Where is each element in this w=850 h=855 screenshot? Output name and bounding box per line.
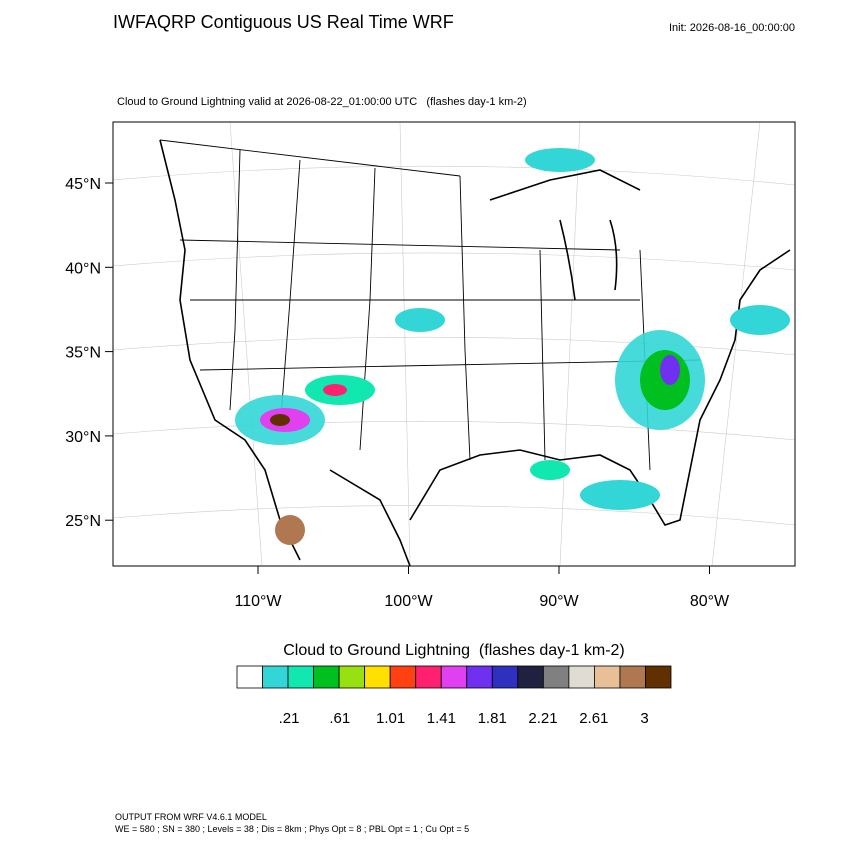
colorbar-box bbox=[466, 665, 493, 689]
lon-labels: 110°W 100°W 90°W 80°W bbox=[234, 566, 730, 610]
lon-label: 90°W bbox=[539, 593, 579, 610]
colorbar-title: Cloud to Ground Lightning (flashes day-1… bbox=[283, 642, 625, 659]
colorbar-label: 1.41 bbox=[427, 710, 456, 727]
lat-label: 35°N bbox=[65, 345, 101, 362]
init-time: Init: 2026-08-16_00:00:00 bbox=[669, 22, 795, 34]
lon-label: 80°W bbox=[690, 593, 730, 610]
map-background bbox=[113, 122, 795, 566]
colorbar-box bbox=[491, 665, 519, 689]
colorbar-label: 3 bbox=[640, 710, 648, 727]
graticule bbox=[112, 121, 796, 567]
lat-label: 40°N bbox=[65, 260, 101, 277]
colorbar-label: 2.21 bbox=[528, 710, 557, 727]
colorbar-box bbox=[338, 665, 366, 689]
title: IWFAQRP Contiguous US Real Time WRF bbox=[113, 12, 454, 32]
lightning-field bbox=[235, 148, 790, 545]
footer-line: OUTPUT FROM WRF V4.6.1 MODEL bbox=[115, 812, 267, 822]
colorbar-box bbox=[262, 665, 289, 689]
colorbar-box bbox=[568, 665, 595, 689]
map-frame bbox=[112, 121, 796, 567]
colorbar-label: 1.01 bbox=[376, 710, 405, 727]
colorbar-box bbox=[415, 665, 442, 689]
colorbar-box bbox=[542, 665, 570, 689]
lat-labels: 45°N 40°N 35°N 30°N 25°N bbox=[65, 176, 113, 530]
colorbar-box bbox=[619, 665, 646, 689]
lon-label: 110°W bbox=[234, 593, 282, 610]
colorbar-label: .21 bbox=[279, 710, 300, 727]
lon-label: 100°W bbox=[384, 593, 433, 610]
colorbar-box bbox=[313, 665, 340, 689]
colorbar-label: 2.61 bbox=[579, 710, 608, 727]
lat-label: 45°N bbox=[65, 176, 101, 193]
colorbar-box bbox=[389, 665, 417, 689]
colorbar-box bbox=[236, 665, 263, 689]
footer-line: WE = 580 ; SN = 380 ; Levels = 38 ; Dis … bbox=[115, 824, 469, 834]
colorbar-box bbox=[364, 665, 391, 689]
lat-label: 30°N bbox=[65, 429, 101, 446]
colorbar-label: .61 bbox=[329, 710, 350, 727]
lat-label: 25°N bbox=[65, 513, 101, 530]
colorbar-box bbox=[594, 665, 621, 689]
colorbar-label: 1.81 bbox=[478, 710, 507, 727]
map-subtitle: Cloud to Ground Lightning valid at 2026-… bbox=[117, 96, 527, 108]
colorbar: .21 .61 1.01 1.41 1.81 2.21 2.61 3 bbox=[236, 665, 672, 727]
colorbar-box bbox=[287, 665, 314, 689]
colorbar-box bbox=[517, 665, 544, 689]
colorbar-box bbox=[440, 665, 468, 689]
map bbox=[112, 121, 796, 567]
colorbar-box bbox=[645, 665, 672, 689]
